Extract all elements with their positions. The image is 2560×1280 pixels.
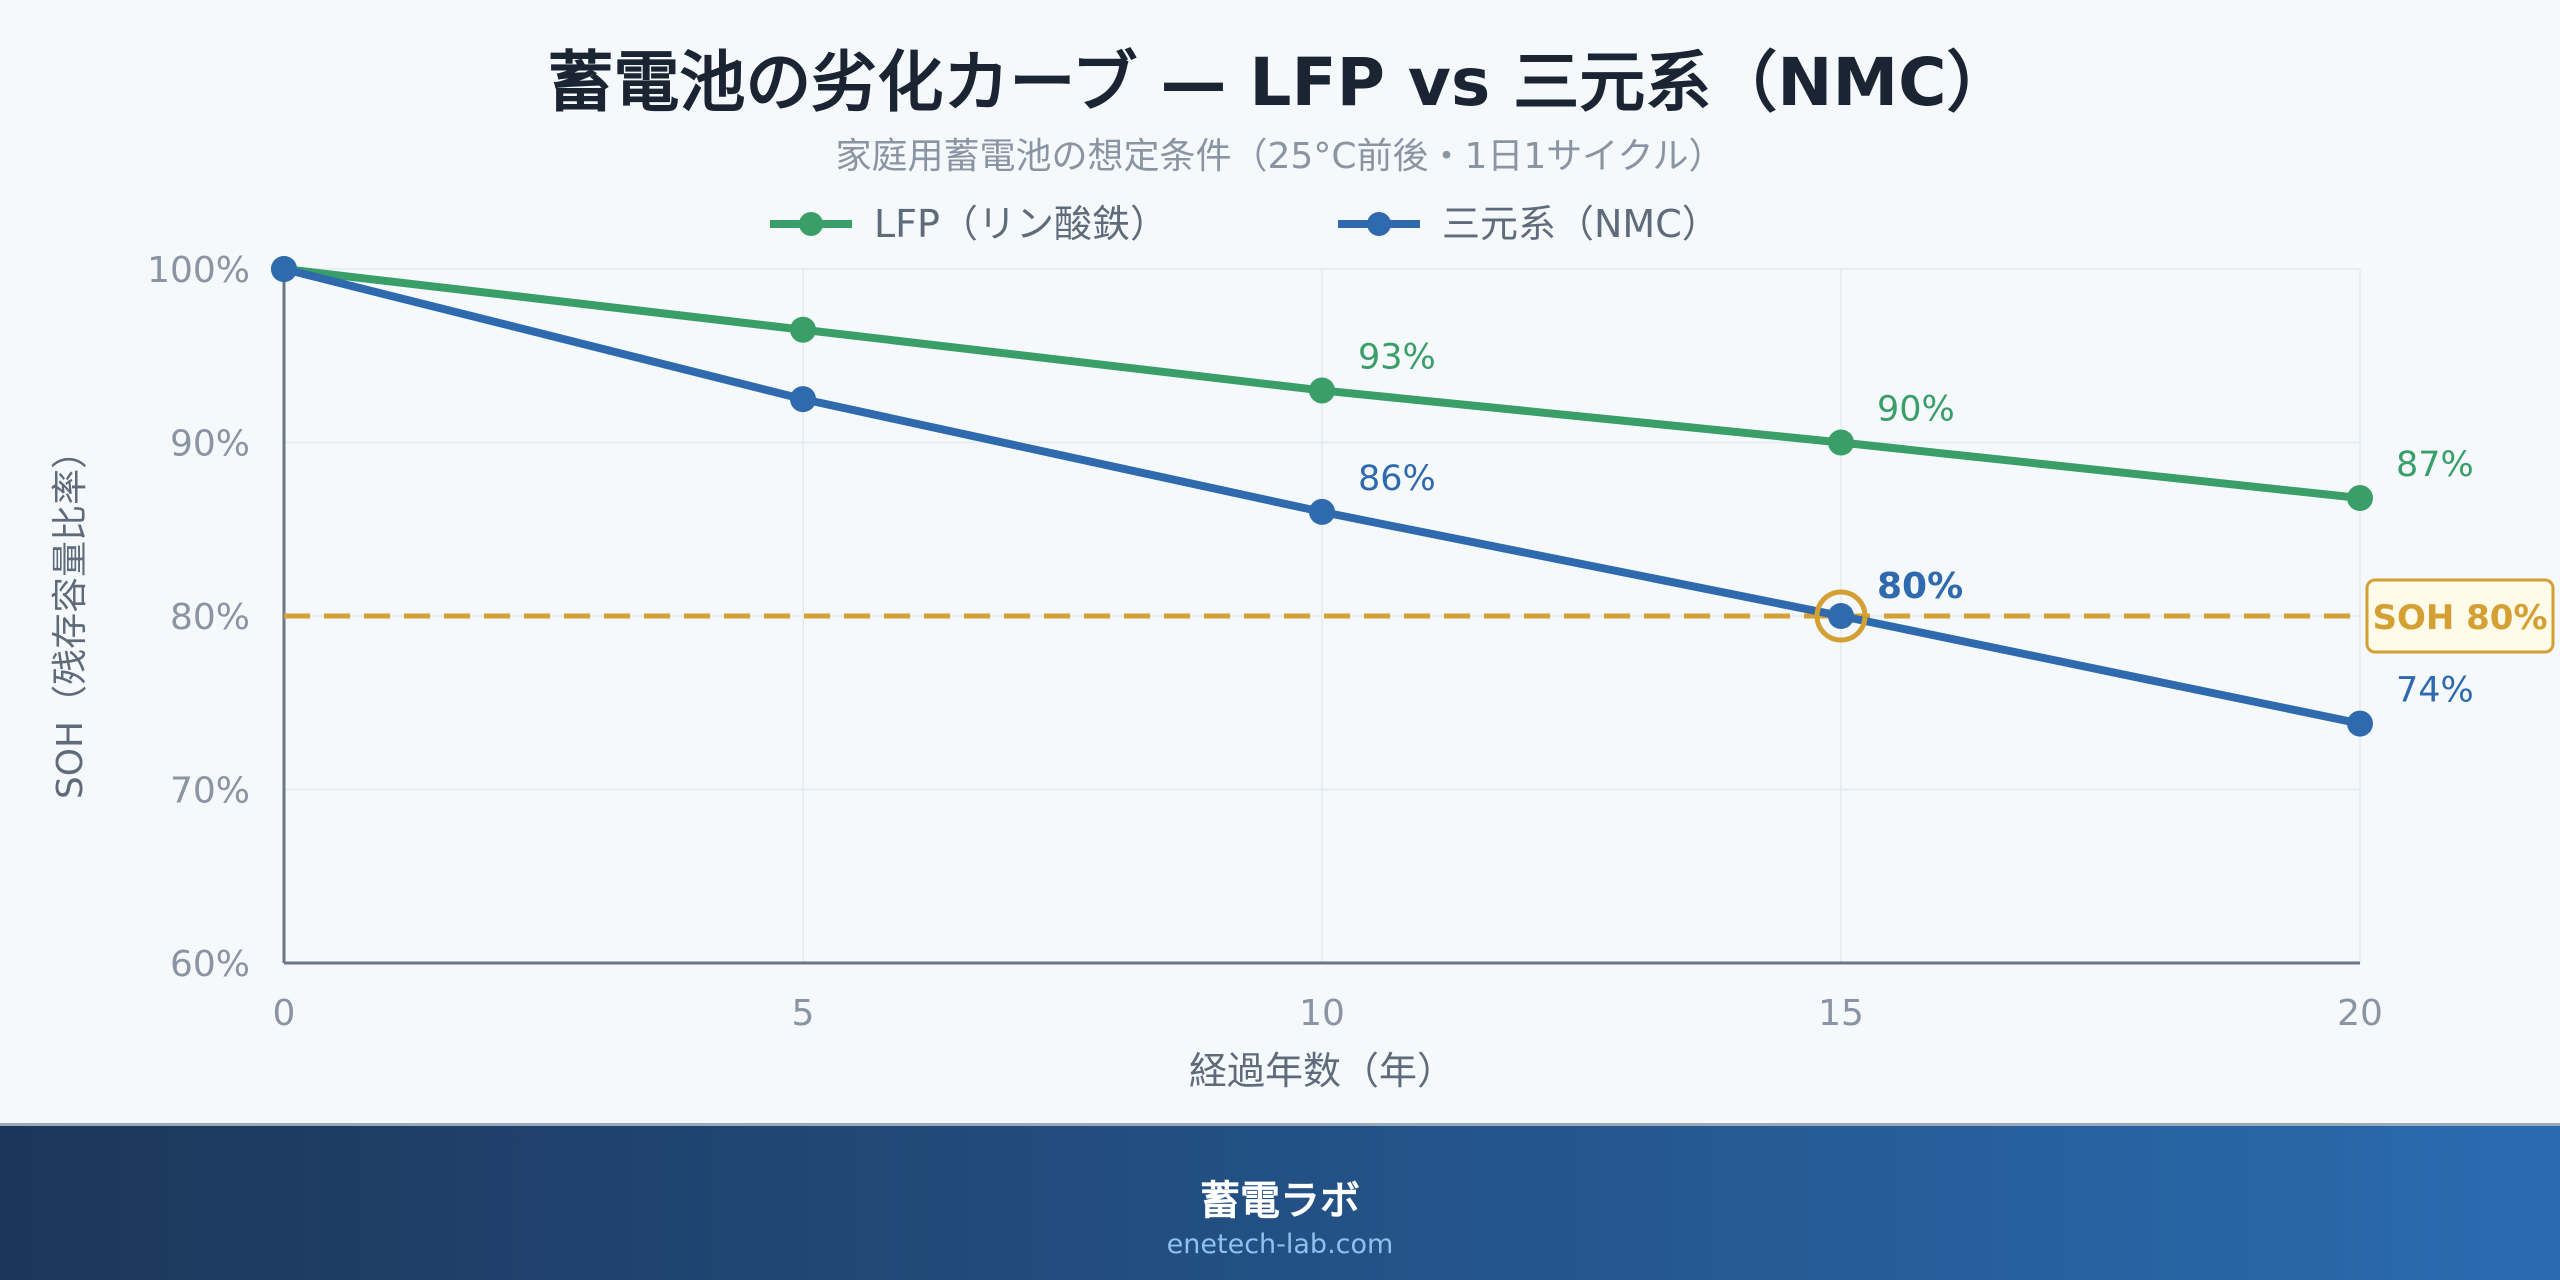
data-label: 74% <box>2396 671 2474 711</box>
legend-swatch-dot <box>1367 212 1391 236</box>
chart-subtitle: 家庭用蓄電池の想定条件（25°C前後・1日1サイクル） <box>836 136 1725 177</box>
data-point <box>1828 603 1854 629</box>
footer: 蓄電ラボ enetech-lab.com <box>0 1123 2560 1280</box>
data-point <box>1309 498 1335 525</box>
chart: 蓄電池の劣化カーブ — LFP vs 三元系（NMC） 家庭用蓄電池の想定条件（… <box>50 44 2555 1093</box>
threshold-line: SOH 80% <box>284 578 2555 654</box>
series: 93% 90% 87% 86% 80% 74% <box>271 256 2474 737</box>
threshold-badge <box>2365 578 2555 654</box>
legend: LFP（リン酸鉄） 三元系（NMC） <box>770 202 1720 246</box>
data-point <box>2347 710 2373 737</box>
data-point <box>1309 377 1335 404</box>
data-label: 90% <box>1877 390 1955 430</box>
y-tick-label: 80% <box>170 597 250 638</box>
x-tick-label: 10 <box>1299 993 1345 1034</box>
data-point <box>790 316 816 343</box>
data-label: 80% <box>1877 566 1963 607</box>
data-label: 93% <box>1358 337 1436 377</box>
data-label: 87% <box>2396 445 2474 485</box>
data-point <box>1828 429 1854 456</box>
y-tick-label: 70% <box>170 771 250 812</box>
data-point <box>2347 485 2373 512</box>
y-axis-label: SOH（残存容量比率） <box>50 433 91 799</box>
y-tick-label: 100% <box>147 250 250 291</box>
y-tick-label: 60% <box>170 944 250 985</box>
x-tick-label: 15 <box>1818 993 1864 1034</box>
footer-brand: 蓄電ラボ <box>1200 1178 1360 1224</box>
chart-title: 蓄電池の劣化カーブ — LFP vs 三元系（NMC） <box>547 44 2012 121</box>
x-tick-label: 5 <box>792 993 815 1034</box>
data-point <box>271 256 297 282</box>
axes: 60% 70% 80% 90% 100% 0 5 10 15 20 <box>147 250 2383 1034</box>
x-tick-label: 0 <box>273 993 296 1034</box>
legend-label: 三元系（NMC） <box>1442 202 1720 246</box>
data-label: 86% <box>1358 459 1436 499</box>
legend-label: LFP（リン酸鉄） <box>874 202 1168 246</box>
y-tick-label: 90% <box>170 424 250 465</box>
x-tick-label: 20 <box>2337 993 2383 1034</box>
highlight-ring <box>1814 589 1868 643</box>
footer-url: enetech-lab.com <box>1166 1229 1394 1260</box>
data-point <box>790 386 816 413</box>
x-axis-label: 経過年数（年） <box>1189 1049 1455 1093</box>
legend-swatch-dot <box>799 212 823 236</box>
threshold-label: SOH 80% <box>2372 598 2547 638</box>
